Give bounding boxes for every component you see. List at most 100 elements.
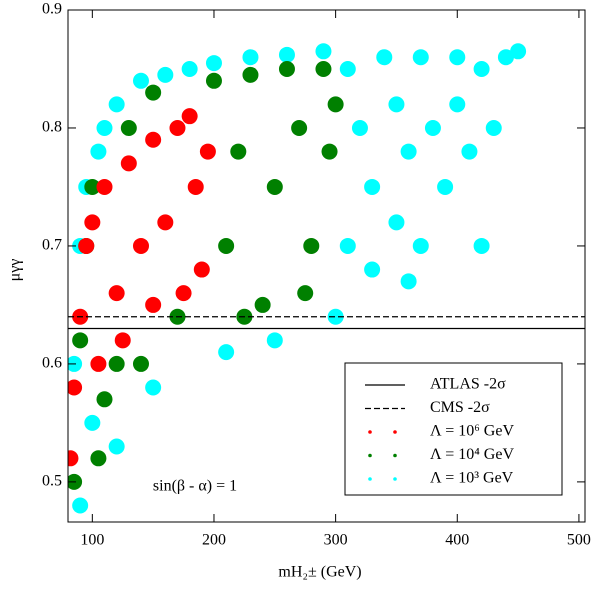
- scatter-point: [108, 96, 125, 113]
- scatter-point: [510, 43, 527, 60]
- scatter-point: [84, 414, 101, 431]
- scatter-point: [84, 178, 101, 195]
- scatter-point: [278, 60, 295, 77]
- x-axis-label: mH₂± (GeV): [278, 564, 361, 581]
- scatter-point: [84, 214, 101, 231]
- scatter-point: [157, 214, 174, 231]
- scatter-point: [376, 49, 393, 66]
- scatter-point: [108, 285, 125, 302]
- legend-marker: [393, 430, 397, 434]
- scatter-point: [205, 55, 222, 72]
- scatter-point: [169, 119, 186, 136]
- scatter-point: [242, 66, 259, 83]
- scatter-point: [339, 237, 356, 254]
- scatter-point: [145, 84, 162, 101]
- scatter-point: [72, 332, 89, 349]
- scatter-point: [327, 96, 344, 113]
- scatter-point: [327, 308, 344, 325]
- scatter-point: [297, 285, 314, 302]
- legend-label: CMS -2σ: [430, 399, 490, 416]
- scatter-point: [96, 391, 113, 408]
- x-tick-label: 400: [445, 532, 469, 549]
- scatter-point: [193, 261, 210, 278]
- scatter-point: [497, 49, 514, 66]
- scatter-point: [473, 237, 490, 254]
- scatter-point: [90, 143, 107, 160]
- scatter-point: [291, 119, 308, 136]
- scatter-point: [157, 66, 174, 83]
- scatter-point: [278, 46, 295, 63]
- scatter-point: [424, 119, 441, 136]
- scatter-point: [132, 355, 149, 372]
- annotation: sin(β - α) = 1: [153, 478, 237, 495]
- scatter-point: [230, 143, 247, 160]
- scatter-point: [120, 155, 137, 172]
- scatter-point: [187, 178, 204, 195]
- scatter-point: [145, 379, 162, 396]
- legend-marker: [393, 453, 397, 458]
- scatter-point: [315, 60, 332, 77]
- scatter-point: [145, 131, 162, 148]
- scatter-point: [412, 49, 429, 66]
- legend-marker: [368, 477, 372, 481]
- scatter-point: [181, 108, 198, 125]
- x-tick-label: 500: [567, 532, 591, 549]
- scatter-point: [68, 379, 83, 396]
- scatter-point: [364, 261, 381, 278]
- plot-frame: [67, 9, 586, 523]
- scatter-point: [303, 237, 320, 254]
- scatter-point: [132, 72, 149, 89]
- scatter-point: [364, 178, 381, 195]
- legend-label: Λ = 10⁶ GeV: [430, 423, 514, 440]
- plot-area: [68, 43, 527, 514]
- y-tick-label: 0.5: [42, 473, 62, 490]
- scatter-point: [96, 119, 113, 136]
- legend-marker: [393, 477, 397, 481]
- scatter-point: [218, 237, 235, 254]
- y-tick-label: 0.7: [42, 237, 62, 254]
- legend-marker: [368, 430, 372, 434]
- scatter-point: [205, 72, 222, 89]
- scatter-point: [120, 119, 137, 136]
- scatter-point: [145, 296, 162, 313]
- scatter-point: [181, 60, 198, 77]
- scatter-point: [388, 96, 405, 113]
- legend-label: ATLAS -2σ: [430, 376, 506, 393]
- scatter-point: [266, 332, 283, 349]
- scatter-point: [351, 119, 368, 136]
- legend-marker: [368, 453, 372, 458]
- scatter-point: [199, 143, 216, 160]
- y-axis-label: μγγ: [7, 259, 24, 282]
- scatter-point: [175, 285, 192, 302]
- scatter-point: [412, 237, 429, 254]
- scatter-point: [108, 438, 125, 455]
- x-tick-label: 200: [202, 532, 226, 549]
- scatter-point: [90, 355, 107, 372]
- scatter-point: [461, 143, 478, 160]
- scatter-point: [388, 214, 405, 231]
- x-tick-label: 100: [80, 532, 104, 549]
- scatter-point: [90, 450, 107, 467]
- scatter-point: [400, 273, 417, 290]
- scatter-point: [218, 344, 235, 361]
- scatter-point: [78, 237, 95, 254]
- y-tick-label: 0.9: [42, 1, 62, 18]
- scatter-point: [242, 49, 259, 66]
- scatter-point: [132, 237, 149, 254]
- y-tick-label: 0.8: [42, 119, 62, 136]
- y-tick-label: 0.6: [42, 355, 62, 372]
- scatter-point: [449, 96, 466, 113]
- scatter-point: [449, 49, 466, 66]
- scatter-point: [254, 296, 271, 313]
- scatter-point: [68, 450, 79, 467]
- scatter-point: [72, 497, 89, 514]
- scatter-point: [321, 143, 338, 160]
- scatter-point: [266, 178, 283, 195]
- scatter-point: [339, 60, 356, 77]
- scatter-point: [437, 178, 454, 195]
- scatter-point: [108, 355, 125, 372]
- legend-label: Λ = 10⁴ GeV: [430, 446, 514, 463]
- x-tick-label: 300: [324, 532, 348, 549]
